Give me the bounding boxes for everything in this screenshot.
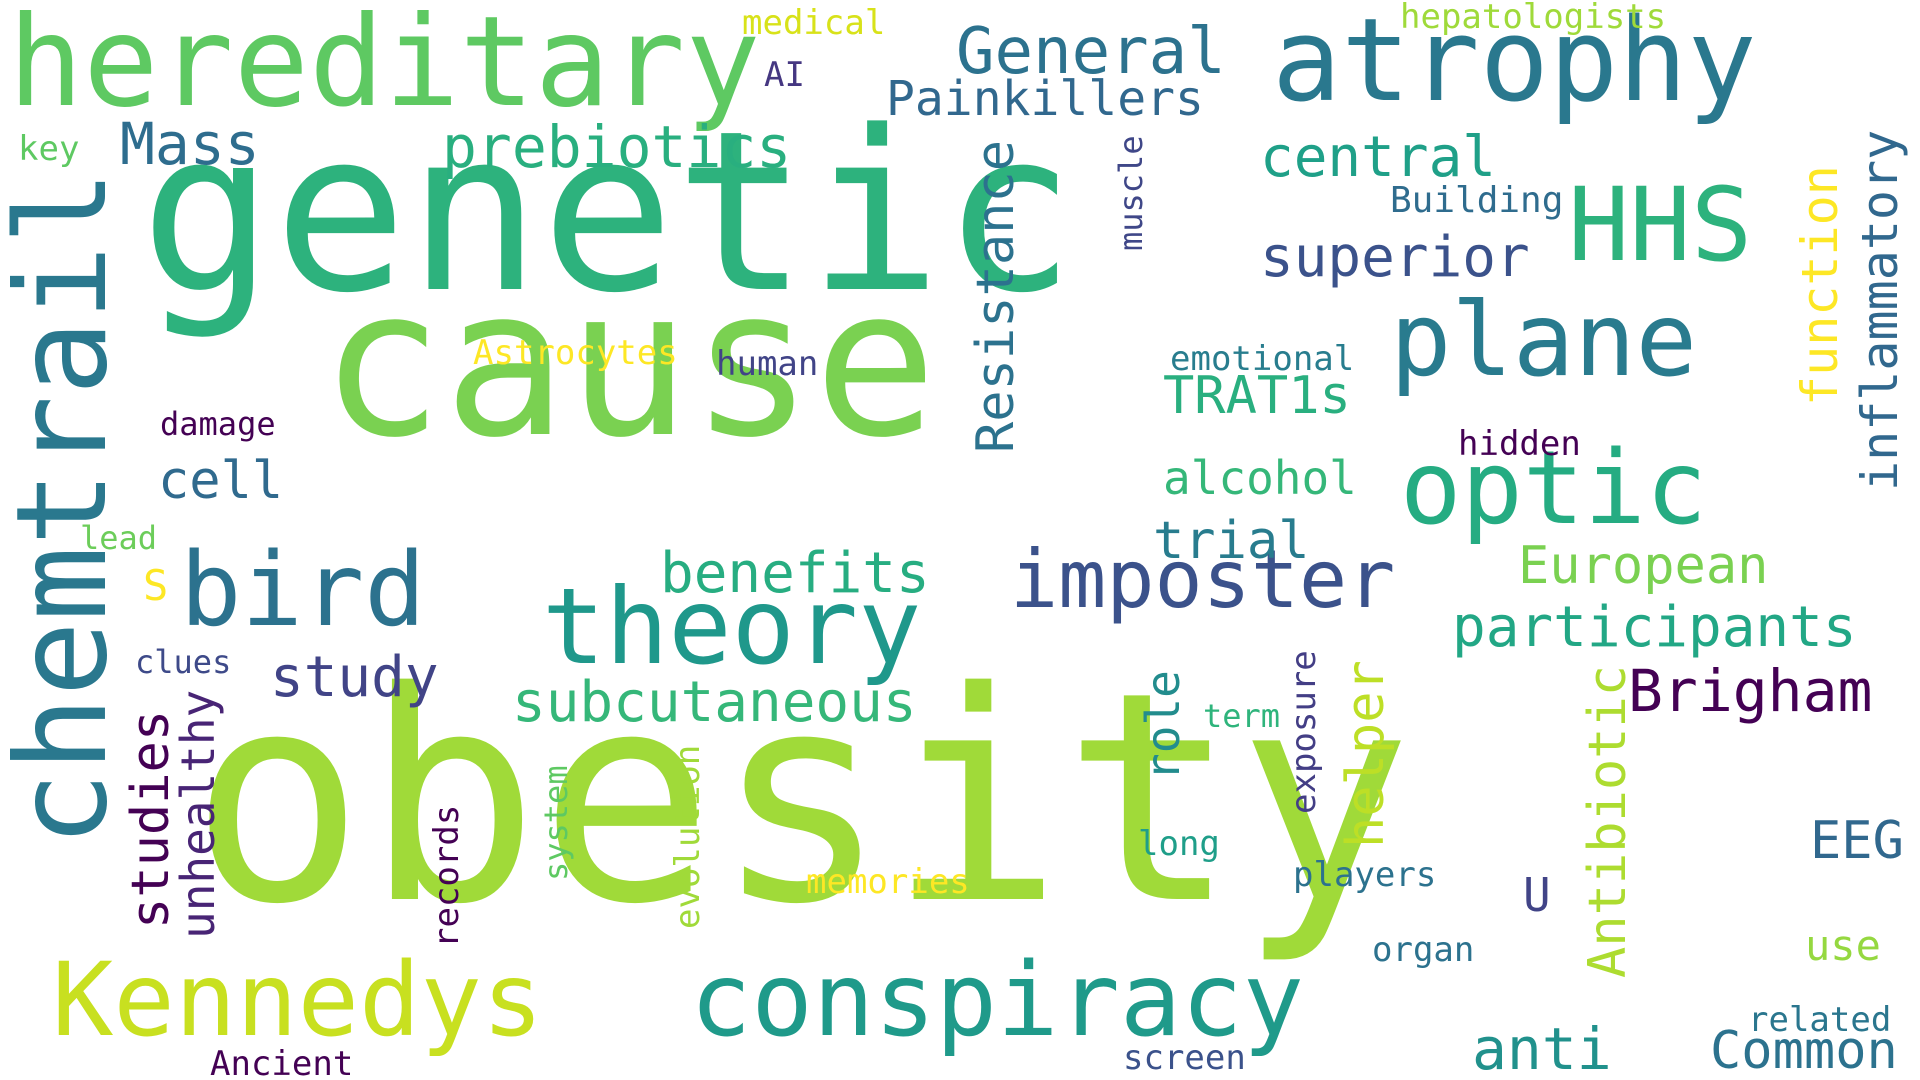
word: term <box>1203 697 1281 735</box>
word: system <box>537 765 575 881</box>
word: Resistance <box>966 139 1026 453</box>
word: Mass <box>120 110 260 178</box>
word: clues <box>135 643 232 681</box>
word: EEG <box>1810 811 1904 871</box>
word: unhealthy <box>171 689 225 939</box>
word: long <box>1138 824 1220 864</box>
word: organ <box>1372 930 1475 970</box>
word: role <box>1136 670 1190 781</box>
word: lead <box>80 519 158 557</box>
word: medical <box>742 3 886 43</box>
word: obesity <box>190 631 1413 968</box>
word: theory <box>542 566 922 688</box>
word: Common <box>1710 1021 1898 1080</box>
word: Brigham <box>1628 657 1873 725</box>
word: hereditary <box>8 0 761 135</box>
word: function <box>1791 165 1849 406</box>
word: participants <box>1452 595 1857 660</box>
word: atrophy <box>1272 0 1757 128</box>
word: Antibiotic <box>1578 664 1638 978</box>
word: Building <box>1390 180 1564 221</box>
word: emotional <box>1170 339 1355 379</box>
word: plane <box>1390 281 1698 400</box>
word: evolution <box>668 744 708 929</box>
word: U <box>1523 868 1551 922</box>
word: anti <box>1472 1015 1612 1080</box>
word: study <box>270 645 439 710</box>
word: chemtrail <box>0 169 135 847</box>
word: benefits <box>660 541 930 606</box>
word: helper <box>1336 660 1396 848</box>
word: key <box>18 129 80 169</box>
word: bird <box>180 531 426 650</box>
word: prebiotics <box>442 113 792 181</box>
word: cell <box>158 451 284 511</box>
word: superior <box>1260 225 1530 290</box>
word: cause <box>320 245 938 483</box>
word: memories <box>806 862 970 902</box>
word: General <box>956 15 1226 89</box>
word: trial <box>1153 511 1310 571</box>
word: Painkillers <box>886 71 1204 127</box>
word: Ancient <box>210 1044 354 1080</box>
word: optic <box>1400 429 1708 548</box>
word: HHS <box>1568 166 1753 285</box>
word: exposure <box>1284 650 1324 814</box>
word: Kennedys <box>52 941 544 1060</box>
word: human <box>716 344 819 384</box>
word: screen <box>1123 1038 1246 1078</box>
word: TRAT1s <box>1163 366 1351 426</box>
word: use <box>1805 921 1881 970</box>
word: damage <box>160 405 276 443</box>
word: Astrocytes <box>473 333 678 373</box>
word: studies <box>121 709 181 929</box>
word: hidden <box>1458 424 1581 464</box>
word: European <box>1518 536 1769 596</box>
word: inflammatory <box>1851 129 1909 491</box>
word: muscle <box>1112 135 1150 251</box>
word: genetic <box>140 84 1076 342</box>
word: hepatologists <box>1400 0 1667 37</box>
word: related <box>1748 1000 1892 1040</box>
word: alcohol <box>1163 451 1357 505</box>
word: central <box>1260 125 1497 190</box>
word: S <box>143 561 169 610</box>
word: imposter <box>1010 533 1396 626</box>
word: records <box>427 804 467 948</box>
word: subcutaneous <box>512 670 917 735</box>
word: conspiracy <box>690 941 1305 1060</box>
word: AI <box>764 55 805 95</box>
word: players <box>1293 855 1437 895</box>
